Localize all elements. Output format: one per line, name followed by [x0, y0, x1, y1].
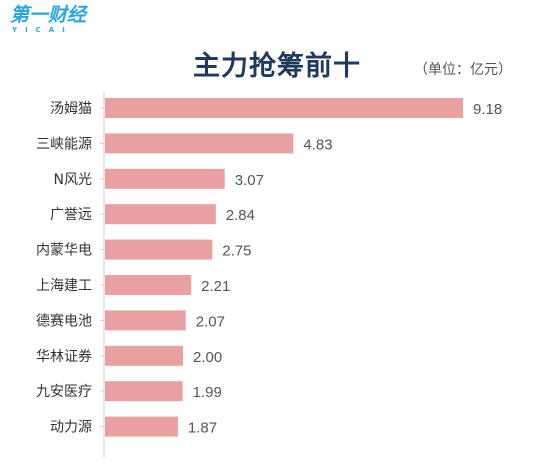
logo-text: 第一财经	[10, 4, 87, 26]
category-label: 动力源	[50, 420, 92, 436]
value-label: 1.87	[188, 420, 217, 437]
logo-subtext: YICAI	[12, 26, 73, 34]
category-label: 汤姆猫	[50, 101, 92, 117]
category-label: N风光	[54, 172, 92, 188]
value-label: 1.99	[193, 384, 222, 401]
unit-label: （单位：亿元）	[414, 62, 512, 78]
chart-title: 主力抢筹前十	[193, 51, 361, 82]
bar	[105, 133, 294, 154]
yicai-logo: 第一财经 YICAI	[10, 4, 90, 38]
value-label: 4.83	[303, 136, 332, 153]
value-label: 9.18	[473, 101, 502, 118]
bar	[105, 275, 192, 295]
value-label: 2.75	[222, 243, 251, 260]
bar	[105, 168, 225, 189]
bar	[105, 345, 183, 366]
category-label: 德赛电池	[36, 313, 92, 329]
value-label: 3.07	[235, 172, 264, 189]
bar	[105, 204, 216, 225]
value-label: 2.21	[201, 278, 230, 295]
bar	[105, 416, 178, 437]
category-label: 九安医疗	[36, 384, 92, 400]
category-label: 上海建工	[36, 278, 92, 294]
bar	[105, 381, 183, 402]
category-label: 华林证券	[36, 349, 92, 365]
value-label: 2.07	[196, 313, 225, 330]
bar	[105, 310, 186, 331]
category-label: 三峡能源	[36, 136, 92, 152]
bar	[105, 98, 463, 118]
category-label: 广誉远	[50, 207, 92, 223]
value-label: 2.00	[193, 349, 222, 366]
bar	[105, 239, 213, 260]
value-label: 2.84	[226, 207, 255, 224]
category-label: 内蒙华电	[36, 243, 92, 259]
